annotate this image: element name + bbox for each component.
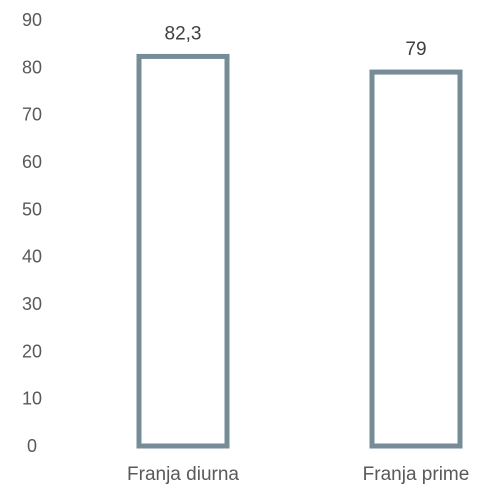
x-category-label: Franja prime (363, 464, 470, 485)
y-tick-label: 70 (22, 105, 42, 125)
bar (136, 53, 230, 449)
data-labels-group: 82,3 79 (165, 23, 427, 60)
y-tick-label: 60 (22, 152, 42, 172)
y-tick-label: 10 (22, 389, 42, 409)
y-tick-label: 0 (27, 436, 37, 456)
y-tick-label: 90 (22, 10, 42, 30)
x-category-label: Franja diurna (127, 464, 239, 485)
y-tick-label: 50 (22, 199, 42, 219)
y-tick-label: 20 (22, 341, 42, 361)
bar (369, 69, 463, 449)
x-axis: Franja diurna Franja prime (127, 464, 469, 485)
y-tick-label: 30 (22, 294, 42, 314)
y-axis: 0 10 20 30 40 50 60 70 80 90 (22, 10, 42, 456)
data-label: 82,3 (165, 23, 202, 44)
y-tick-label: 40 (22, 247, 42, 267)
data-label: 79 (405, 39, 426, 60)
bars-group (136, 53, 463, 449)
y-tick-label: 80 (22, 57, 42, 77)
